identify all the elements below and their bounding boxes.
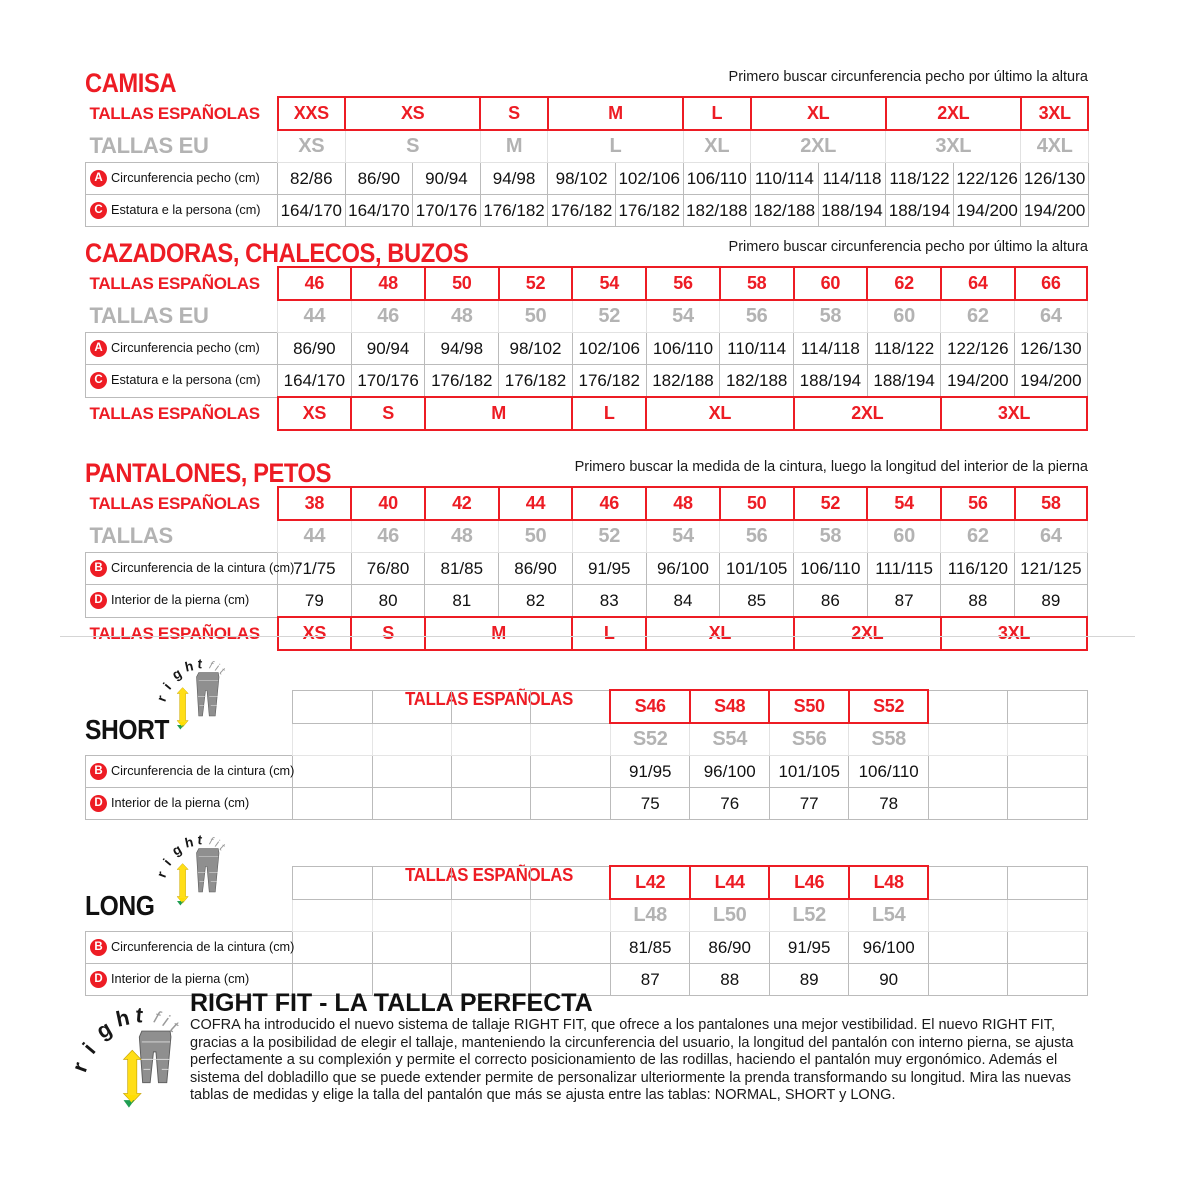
- svg-text:t: t: [135, 1002, 144, 1028]
- svg-text:h: h: [114, 1005, 132, 1032]
- svg-text:i: i: [77, 1038, 100, 1059]
- svg-text:g: g: [170, 841, 185, 858]
- svg-text:h: h: [184, 658, 195, 674]
- svg-text:t: t: [197, 656, 203, 671]
- svg-text:r: r: [66, 1058, 93, 1075]
- svg-text:g: g: [170, 665, 185, 682]
- svg-text:t: t: [197, 832, 203, 847]
- svg-text:h: h: [184, 834, 195, 850]
- svg-text:g: g: [92, 1015, 116, 1043]
